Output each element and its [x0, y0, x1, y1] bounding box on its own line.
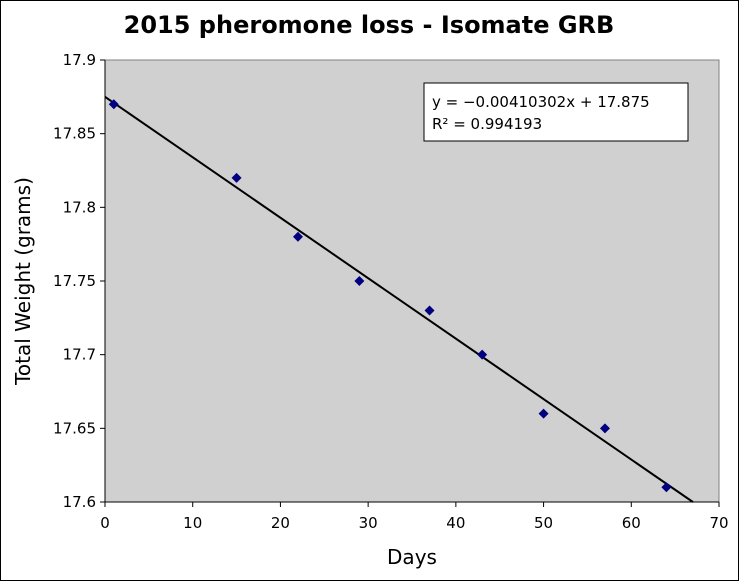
data-point [538, 408, 549, 419]
axes [104, 60, 719, 503]
x-tick-label: 10 [183, 514, 202, 532]
data-point [477, 349, 488, 360]
data-point [661, 482, 672, 493]
data-point [292, 231, 303, 242]
x-tick-label: 60 [622, 514, 641, 532]
x-axis-title: Days [387, 545, 437, 569]
trendline-r-squared: R² = 0.994193 [432, 115, 542, 133]
x-tick-label: 40 [446, 514, 465, 532]
data-point [231, 172, 242, 183]
chart-title: 2015 pheromone loss - Isomate GRB [124, 11, 615, 39]
data-point [424, 305, 435, 316]
trendline-equation: y = −0.00410302x + 17.875 [432, 93, 650, 111]
y-tick-label: 17.7 [63, 346, 96, 364]
data-points [108, 99, 672, 493]
y-tick-label: 17.65 [53, 419, 96, 437]
y-tick-label: 17.6 [63, 493, 96, 511]
x-axis-ticks: 0 10 20 30 40 50 60 70 [100, 502, 729, 532]
x-tick-label: 0 [100, 514, 110, 532]
x-tick-label: 20 [271, 514, 290, 532]
x-tick-label: 70 [709, 514, 728, 532]
x-tick-label: 50 [534, 514, 553, 532]
trendline [104, 96, 694, 503]
y-tick-label: 17.85 [53, 125, 96, 143]
data-point [354, 276, 365, 286]
x-tick-label: 30 [359, 514, 378, 532]
equation-box [423, 82, 689, 142]
data-point [108, 99, 119, 110]
y-axis-ticks: 17.6 17.65 17.7 17.75 17.8 17.85 17.9 [53, 51, 105, 511]
y-axis-title: Total Weight (grams) [11, 177, 35, 386]
y-tick-label: 17.9 [63, 51, 96, 69]
y-tick-label: 17.8 [63, 198, 96, 216]
data-point [599, 423, 610, 434]
y-tick-label: 17.75 [53, 272, 96, 290]
